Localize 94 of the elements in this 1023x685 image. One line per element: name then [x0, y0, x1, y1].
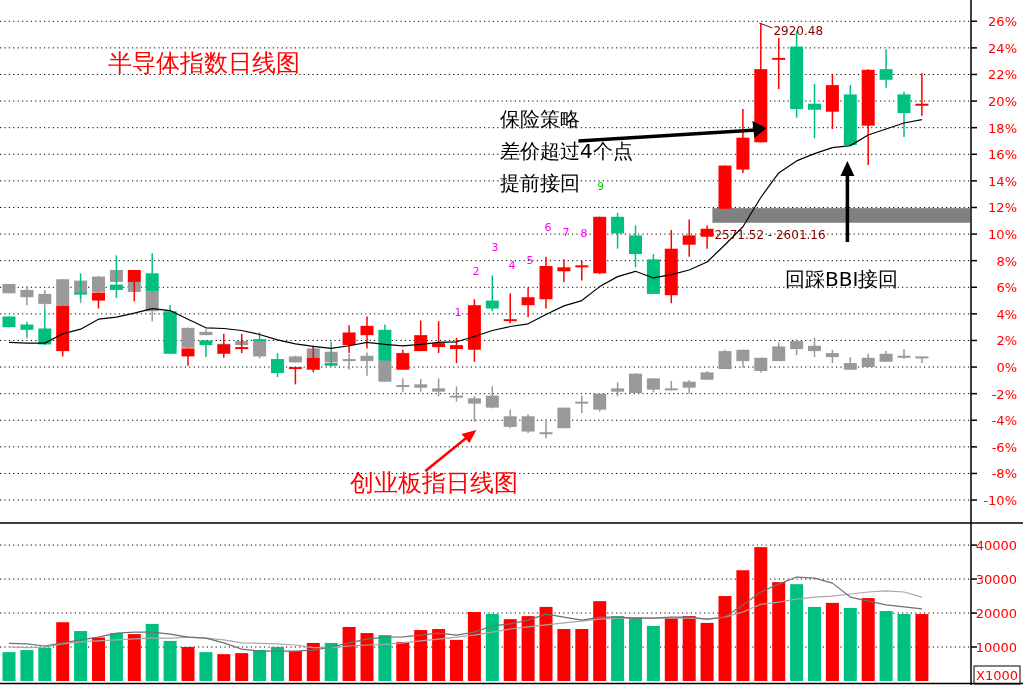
bar — [199, 652, 213, 681]
annotation: 2 — [472, 265, 480, 278]
annotation: 半导体指数日线图 — [108, 49, 300, 77]
bar — [38, 647, 52, 681]
annotation: 保险策略 — [500, 107, 580, 131]
bar — [127, 634, 141, 681]
y-axis-title: X1000 — [976, 668, 1018, 683]
bar — [664, 618, 678, 681]
y-tick-label: 26% — [988, 14, 1017, 30]
bar — [450, 639, 463, 681]
annotation: 6 — [544, 221, 552, 234]
line-series — [8, 576, 923, 652]
bar — [539, 606, 553, 681]
bar — [808, 606, 821, 681]
bar — [217, 654, 231, 681]
annotation: 提前接回 — [500, 171, 580, 195]
line-series — [8, 590, 923, 649]
bar — [92, 637, 105, 681]
bar — [360, 633, 374, 681]
annotation: 回踩BBI接回 — [785, 267, 899, 291]
annotation: 差价超过4个点 — [500, 139, 633, 163]
bar — [271, 647, 284, 681]
bar — [503, 619, 517, 681]
bar — [754, 547, 768, 681]
y-tick-label: -6% — [991, 439, 1017, 455]
y-tick-label: 18% — [988, 120, 1017, 136]
bar — [56, 622, 70, 681]
bar — [306, 642, 320, 681]
bar — [288, 651, 302, 681]
y-tick-label: 2% — [996, 333, 1017, 349]
bar — [521, 616, 535, 681]
bar — [414, 630, 428, 681]
y-tick-label: -4% — [991, 413, 1017, 429]
y-tick-label: 20000 — [975, 606, 1017, 622]
annotation: 4 — [508, 259, 516, 272]
bar — [74, 631, 88, 681]
bar — [861, 598, 875, 681]
y-tick-label: 8% — [996, 253, 1017, 269]
bar — [897, 614, 911, 681]
bar — [467, 612, 481, 681]
bar — [682, 616, 696, 681]
bar — [575, 629, 589, 681]
bar — [718, 596, 732, 681]
annotation: 2920.48 — [773, 24, 824, 38]
y-tick-label: 24% — [988, 40, 1017, 56]
bar — [736, 570, 750, 681]
y-tick-label: 12% — [988, 200, 1017, 216]
bar — [109, 633, 123, 681]
bar — [485, 614, 499, 681]
bar — [825, 602, 839, 681]
bar — [396, 641, 410, 681]
bar — [700, 622, 714, 681]
bar — [843, 607, 857, 681]
y-tick-label: 4% — [996, 306, 1017, 322]
y-tick-label: 14% — [988, 173, 1017, 189]
bar — [432, 629, 446, 681]
bar — [629, 617, 642, 681]
bar — [20, 650, 34, 681]
bar — [181, 647, 195, 681]
annotation: 9 — [597, 181, 604, 192]
y-tick-label: 22% — [988, 67, 1017, 83]
annotation: 1 — [454, 306, 462, 319]
bar — [2, 652, 16, 681]
annotation: 3 — [491, 241, 499, 254]
y-tick-label: -2% — [991, 386, 1017, 402]
y-tick-label: 16% — [988, 147, 1017, 163]
annotation: 8 — [580, 227, 588, 240]
bar — [772, 582, 786, 681]
bar — [611, 616, 625, 681]
bar — [557, 629, 571, 681]
y-tick-label: 6% — [996, 280, 1017, 296]
y-tick-label: -8% — [991, 466, 1017, 482]
bar — [646, 625, 660, 681]
y-tick-label: 0% — [996, 360, 1017, 376]
annotation: 5 — [526, 254, 534, 267]
bar — [342, 626, 356, 681]
bar — [163, 640, 177, 681]
bar — [790, 584, 804, 681]
annotation: 7 — [562, 226, 570, 239]
bar — [324, 642, 338, 681]
y-tick-label: 20% — [988, 94, 1017, 110]
y-tick-label: 10% — [988, 227, 1017, 243]
y-tick-label: 10000 — [975, 640, 1017, 656]
bar — [879, 611, 893, 681]
bar — [593, 601, 607, 681]
bar — [378, 635, 392, 681]
bar — [915, 614, 929, 681]
y-tick-label: 40000 — [975, 538, 1017, 554]
y-tick-label: 30000 — [975, 572, 1017, 588]
y-tick-label: -10% — [983, 493, 1017, 509]
bar — [145, 623, 159, 681]
annotation: 创业板指日线图 — [350, 469, 518, 497]
bar — [253, 650, 267, 681]
bar — [235, 653, 249, 681]
